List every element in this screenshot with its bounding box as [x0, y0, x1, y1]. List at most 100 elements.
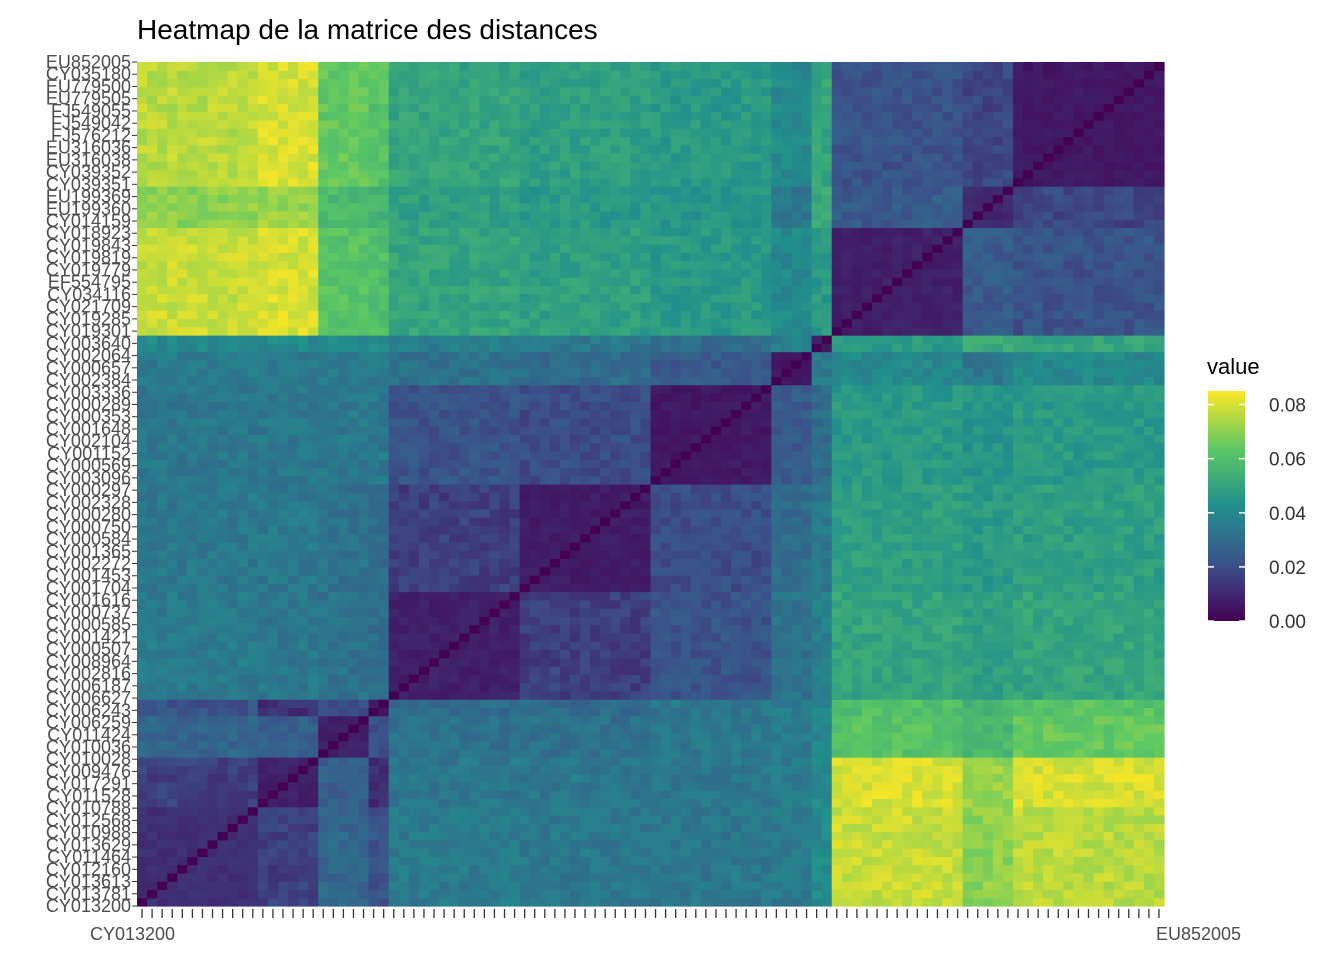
- heatmap-cell: [308, 293, 319, 303]
- heatmap-cell: [368, 740, 380, 750]
- heatmap-cell: [459, 392, 470, 402]
- heatmap-cell: [277, 103, 289, 113]
- heatmap-cell: [257, 252, 269, 262]
- heatmap-cell: [217, 856, 229, 866]
- heatmap-cell: [549, 881, 561, 891]
- heatmap-cell: [539, 426, 551, 435]
- heatmap-cell: [267, 268, 279, 278]
- heatmap-cell: [237, 566, 249, 576]
- heatmap-cell: [318, 268, 329, 278]
- heatmap-cell: [217, 624, 229, 634]
- heatmap-cell: [318, 723, 329, 733]
- heatmap-cell: [217, 690, 229, 700]
- heatmap-cell: [428, 128, 440, 138]
- heatmap-cell: [137, 790, 148, 800]
- heatmap-cell: [378, 219, 390, 229]
- heatmap-cell: [569, 335, 581, 344]
- heatmap-cell: [620, 326, 631, 336]
- heatmap-cell: [328, 467, 339, 477]
- heatmap-cell: [328, 78, 339, 88]
- heatmap-cell: [157, 856, 168, 866]
- heatmap-cell: [398, 392, 410, 402]
- heatmap-cell: [459, 169, 470, 179]
- heatmap-cell: [277, 715, 289, 725]
- heatmap-cell: [428, 881, 440, 891]
- heatmap-cell: [378, 62, 390, 71]
- heatmap-cell: [479, 475, 490, 485]
- heatmap-cell: [559, 417, 571, 427]
- heatmap-cell: [539, 153, 551, 162]
- heatmap-cell: [177, 310, 188, 320]
- heatmap-cell: [338, 310, 350, 320]
- heatmap-cell: [197, 210, 209, 220]
- heatmap-cell: [267, 186, 279, 195]
- heatmap-cell: [348, 343, 360, 353]
- heatmap-cell: [277, 831, 289, 841]
- heatmap-cell: [559, 450, 571, 460]
- heatmap-cell: [167, 227, 178, 237]
- heatmap-cell: [610, 194, 621, 204]
- heatmap-cell: [368, 277, 380, 287]
- heatmap-cell: [620, 202, 631, 212]
- heatmap-cell: [137, 235, 148, 245]
- heatmap-cell: [499, 608, 511, 617]
- heatmap-cell: [187, 715, 199, 725]
- heatmap-cell: [479, 889, 490, 899]
- heatmap-cell: [207, 119, 219, 129]
- heatmap-cell: [167, 244, 178, 253]
- heatmap-cell: [338, 62, 350, 71]
- heatmap-cell: [217, 244, 229, 253]
- heatmap-cell: [167, 608, 178, 617]
- heatmap-cell: [610, 326, 621, 336]
- heatmap-cell: [348, 831, 360, 841]
- heatmap-cell: [479, 790, 490, 800]
- heatmap-cell: [338, 517, 350, 526]
- heatmap-cell: [277, 194, 289, 204]
- heatmap-cell: [499, 459, 511, 469]
- heatmap-cell: [288, 103, 299, 113]
- heatmap-cell: [167, 475, 178, 485]
- heatmap-cell: [509, 856, 521, 866]
- heatmap-cell: [479, 326, 490, 336]
- heatmap-cell: [620, 144, 631, 154]
- heatmap-cell: [418, 343, 430, 353]
- heatmap-cell: [277, 616, 289, 626]
- heatmap-cell: [217, 62, 229, 71]
- heatmap-cell: [449, 426, 460, 435]
- heatmap-cell: [600, 889, 611, 899]
- heatmap-cell: [509, 715, 521, 725]
- heatmap-cell: [519, 285, 531, 295]
- heatmap-cell: [277, 599, 289, 609]
- heatmap-cell: [408, 227, 420, 237]
- heatmap-cell: [288, 459, 299, 469]
- heatmap-cell: [459, 492, 470, 502]
- heatmap-cell: [237, 235, 249, 245]
- heatmap-cell: [328, 161, 339, 171]
- heatmap-cell: [368, 252, 380, 262]
- heatmap-cell: [137, 649, 148, 659]
- heatmap-cell: [549, 649, 561, 659]
- heatmap-cell: [439, 285, 450, 295]
- heatmap-cell: [398, 624, 410, 634]
- heatmap-cell: [398, 831, 410, 841]
- heatmap-cell: [247, 864, 259, 874]
- heatmap-cell: [237, 583, 249, 593]
- heatmap-cell: [610, 740, 621, 750]
- heatmap-cell: [197, 558, 209, 568]
- heatmap-cell: [137, 161, 148, 171]
- heatmap-cell: [157, 153, 168, 162]
- heatmap-cell: [398, 144, 410, 154]
- heatmap-cell: [398, 889, 410, 899]
- heatmap-cell: [509, 301, 521, 311]
- heatmap-cell: [237, 293, 249, 303]
- heatmap-cell: [308, 426, 319, 435]
- heatmap-cell: [559, 62, 571, 71]
- heatmap-cell: [298, 864, 309, 874]
- heatmap-cell: [207, 219, 219, 229]
- heatmap-cell: [298, 525, 309, 535]
- heatmap-cell: [368, 186, 380, 195]
- heatmap-cell: [348, 268, 360, 278]
- heatmap-cell: [277, 401, 289, 411]
- heatmap-cell: [549, 459, 561, 469]
- heatmap-cell: [247, 492, 259, 502]
